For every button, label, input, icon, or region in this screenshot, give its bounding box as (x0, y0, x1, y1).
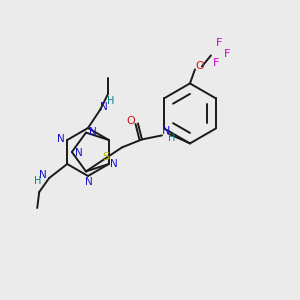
Text: H: H (34, 176, 41, 186)
Text: F: F (216, 38, 222, 48)
Text: N: N (39, 170, 47, 180)
Text: N: N (110, 159, 118, 169)
Text: O: O (127, 116, 135, 126)
Text: H: H (168, 134, 175, 143)
Text: F: F (224, 50, 230, 59)
Text: F: F (213, 58, 219, 68)
Text: H: H (107, 96, 115, 106)
Text: N: N (85, 177, 93, 187)
Text: N: N (100, 102, 108, 112)
Text: N: N (89, 127, 97, 136)
Text: S: S (102, 152, 110, 162)
Text: N: N (75, 148, 82, 158)
Text: N: N (162, 126, 170, 136)
Text: N: N (58, 134, 65, 144)
Text: O: O (196, 61, 204, 71)
